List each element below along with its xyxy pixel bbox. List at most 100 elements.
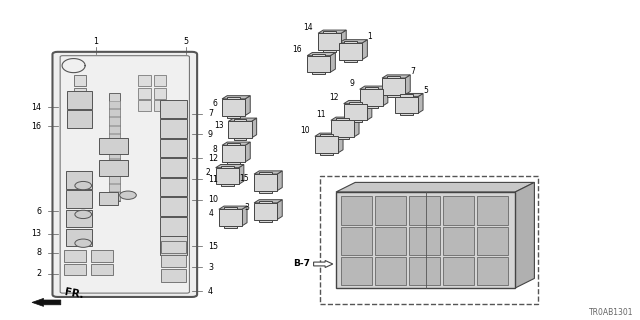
Bar: [336, 192, 515, 288]
Bar: [323, 50, 336, 52]
Text: 6: 6: [212, 99, 217, 108]
Text: 1: 1: [93, 37, 99, 46]
Text: 4: 4: [208, 287, 213, 296]
Bar: [320, 176, 538, 304]
Text: FR.: FR.: [64, 287, 85, 300]
FancyBboxPatch shape: [52, 52, 197, 297]
Polygon shape: [382, 75, 410, 78]
Bar: [222, 145, 245, 162]
Polygon shape: [339, 40, 367, 43]
Bar: [234, 119, 246, 121]
Bar: [331, 120, 354, 137]
Bar: [344, 41, 357, 43]
Bar: [138, 88, 151, 99]
Bar: [154, 100, 166, 111]
Bar: [160, 217, 187, 236]
Bar: [375, 227, 406, 255]
Polygon shape: [254, 171, 282, 174]
Bar: [323, 31, 336, 33]
Bar: [74, 75, 86, 86]
Bar: [349, 101, 362, 104]
Text: 8: 8: [212, 145, 217, 154]
Text: 5: 5: [183, 37, 188, 46]
Polygon shape: [336, 182, 534, 192]
Bar: [259, 172, 272, 174]
Bar: [138, 75, 151, 86]
Bar: [477, 227, 508, 255]
Circle shape: [75, 181, 92, 190]
Bar: [99, 160, 128, 176]
Polygon shape: [216, 164, 244, 168]
Text: TR0AB1301: TR0AB1301: [589, 308, 634, 317]
Bar: [259, 220, 272, 222]
FancyArrow shape: [314, 260, 333, 268]
Bar: [365, 106, 378, 108]
Bar: [64, 264, 86, 275]
Bar: [409, 257, 440, 285]
Bar: [109, 134, 120, 141]
Polygon shape: [277, 171, 282, 191]
Text: 9: 9: [349, 79, 355, 88]
Bar: [99, 192, 118, 205]
Bar: [341, 196, 372, 225]
Bar: [341, 257, 372, 285]
Bar: [160, 100, 187, 118]
Bar: [109, 192, 120, 200]
FancyBboxPatch shape: [60, 56, 189, 293]
Polygon shape: [338, 133, 343, 153]
Bar: [409, 196, 440, 225]
Bar: [375, 196, 406, 225]
Polygon shape: [344, 100, 372, 104]
Bar: [109, 109, 120, 116]
Text: 8: 8: [36, 248, 42, 257]
Polygon shape: [245, 142, 250, 162]
Bar: [387, 95, 400, 97]
Bar: [307, 56, 330, 72]
Polygon shape: [222, 96, 250, 99]
Polygon shape: [395, 93, 423, 97]
Text: 11: 11: [316, 110, 326, 119]
Bar: [67, 91, 92, 109]
Bar: [349, 120, 362, 123]
Polygon shape: [252, 118, 257, 138]
Bar: [341, 227, 372, 255]
Bar: [400, 113, 413, 116]
Text: 13: 13: [31, 229, 42, 238]
Bar: [160, 236, 187, 255]
Text: 12: 12: [329, 93, 339, 102]
Text: 7: 7: [410, 68, 415, 76]
Text: 3: 3: [208, 263, 213, 272]
Polygon shape: [330, 52, 335, 72]
Bar: [109, 93, 120, 201]
Polygon shape: [245, 96, 250, 116]
Text: 15: 15: [208, 242, 218, 251]
Bar: [154, 88, 166, 99]
Polygon shape: [341, 30, 346, 50]
Bar: [66, 210, 92, 227]
Bar: [336, 118, 349, 120]
Text: 6: 6: [36, 207, 42, 216]
Bar: [312, 53, 325, 56]
Polygon shape: [277, 200, 282, 220]
Bar: [443, 196, 474, 225]
Polygon shape: [254, 200, 282, 203]
Bar: [228, 121, 252, 138]
Bar: [66, 190, 92, 208]
Bar: [320, 153, 333, 155]
Bar: [221, 165, 234, 168]
Text: 5: 5: [423, 86, 428, 95]
Text: 12: 12: [208, 154, 218, 163]
Polygon shape: [362, 40, 367, 60]
Polygon shape: [239, 164, 244, 184]
Text: 15: 15: [239, 174, 249, 183]
Text: 14: 14: [31, 103, 42, 112]
Text: 4: 4: [209, 209, 214, 218]
Bar: [91, 251, 113, 262]
Text: 16: 16: [31, 122, 42, 131]
Text: 7: 7: [208, 109, 213, 118]
Bar: [66, 171, 92, 189]
Bar: [477, 257, 508, 285]
Bar: [154, 75, 166, 86]
Bar: [216, 168, 239, 184]
Text: 3: 3: [244, 203, 249, 212]
